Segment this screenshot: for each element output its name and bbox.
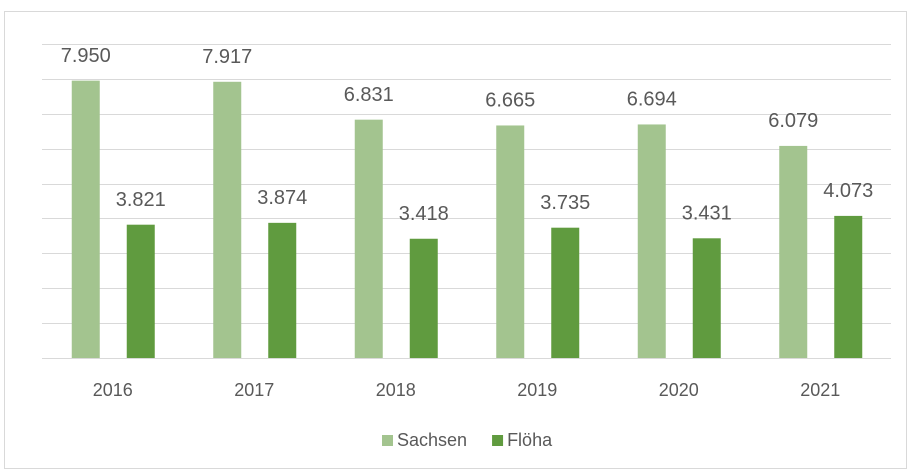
chart-border bbox=[4, 11, 907, 469]
legend-label: Sachsen bbox=[397, 430, 467, 450]
data-label: 3.821 bbox=[116, 189, 166, 211]
bar bbox=[496, 125, 525, 359]
bar bbox=[779, 145, 808, 358]
data-label: 6.079 bbox=[768, 110, 818, 132]
bar bbox=[409, 238, 438, 358]
bar bbox=[354, 119, 383, 358]
bar bbox=[637, 124, 666, 358]
data-label: 6.831 bbox=[344, 84, 394, 106]
data-label: 3.874 bbox=[257, 187, 307, 209]
x-tick-label: 2020 bbox=[659, 380, 699, 400]
bar bbox=[692, 238, 721, 358]
data-label: 7.917 bbox=[202, 46, 252, 68]
bar bbox=[551, 227, 580, 358]
x-tick-label: 2018 bbox=[376, 380, 416, 400]
legend-swatch bbox=[382, 435, 393, 446]
x-tick-label: 2019 bbox=[517, 380, 557, 400]
data-label: 7.950 bbox=[61, 45, 111, 67]
bar bbox=[213, 81, 242, 358]
legend-swatch bbox=[492, 435, 504, 446]
data-label: 6.665 bbox=[485, 90, 535, 112]
legend-label: Flöha bbox=[507, 430, 553, 450]
x-tick-label: 2017 bbox=[234, 380, 274, 400]
bar bbox=[71, 80, 100, 358]
x-tick-label: 2021 bbox=[800, 380, 840, 400]
bar bbox=[834, 215, 863, 358]
data-label: 6.694 bbox=[627, 89, 677, 111]
data-label: 4.073 bbox=[823, 180, 873, 202]
bar bbox=[126, 224, 155, 358]
data-label: 3.431 bbox=[682, 203, 732, 225]
bar bbox=[268, 222, 297, 358]
data-label: 3.735 bbox=[540, 192, 590, 214]
x-tick-label: 2016 bbox=[93, 380, 133, 400]
data-label: 3.418 bbox=[399, 203, 449, 225]
